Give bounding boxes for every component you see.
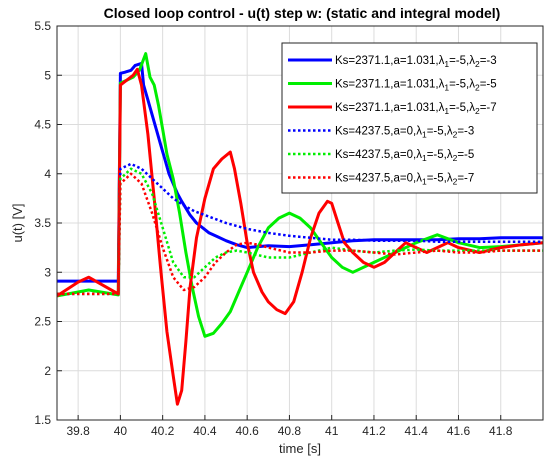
x-tick-label-3: 40.4 (193, 424, 217, 438)
legend: Ks=2371.1,a=1.031,λ1=-5,λ2=-3Ks=2371.1,a… (281, 42, 538, 194)
series-line-3 (57, 162, 543, 296)
x-tick-label-0: 39.8 (66, 424, 90, 438)
y-tick-label-7: 5 (44, 68, 51, 82)
series-line-5 (57, 172, 543, 296)
legend-label-part: =-5,λ (427, 173, 453, 185)
y-axis: 1.5 2 2.5 3 3.5 4 4.5 5 5.5 (34, 19, 62, 427)
legend-label-part: Ks=4237.5,a=0,λ (335, 126, 422, 138)
legend-label-3: Ks=4237.5,a=0,λ1=-5,λ2=-3 (335, 126, 474, 140)
y-axis-label: u(t) [V] (10, 203, 25, 242)
x-tick-label-6: 41 (325, 424, 339, 438)
y-tick-label-2: 2.5 (34, 315, 51, 329)
legend-label-part: Ks=4237.5,a=0,λ (335, 149, 422, 161)
legend-label-part: 2 (475, 83, 480, 93)
legend-label-part: 2 (475, 106, 480, 116)
legend-label-5: Ks=4237.5,a=0,λ1=-5,λ2=-7 (335, 173, 474, 187)
legend-label-part: 1 (422, 177, 427, 187)
x-tick-label-9: 41.6 (447, 424, 471, 438)
legend-label-part: Ks=2371.1,a=1.031,λ (335, 102, 445, 114)
legend-label-part: 1 (444, 83, 449, 93)
legend-label-part: 1 (444, 106, 449, 116)
x-axis: 39.8 40 40.2 40.4 40.6 40.8 41 41.2 41.4 41.6 41.8 (66, 415, 513, 438)
legend-label-part: 2 (475, 59, 480, 69)
legend-label-part: 2 (453, 177, 458, 187)
x-tick-label-1: 40 (114, 424, 128, 438)
legend-label-part: 2 (453, 130, 458, 140)
legend-label-0: Ks=2371.1,a=1.031,λ1=-5,λ2=-3 (335, 55, 497, 69)
legend-label-4: Ks=4237.5,a=0,λ1=-5,λ2=-5 (335, 149, 474, 163)
y-tick-label-4: 3.5 (34, 216, 51, 230)
legend-label-part: 1 (422, 130, 427, 140)
x-axis-label: time [s] (279, 441, 321, 456)
legend-label-part: 1 (444, 59, 449, 69)
chart-title: Closed loop control - u(t) step w: (stat… (104, 5, 501, 21)
legend-box (281, 42, 538, 194)
legend-label-part: Ks=4237.5,a=0,λ (335, 173, 422, 185)
x-tick-label-8: 41.4 (405, 424, 429, 438)
y-tick-label-3: 3 (44, 265, 51, 279)
x-tick-label-7: 41.2 (362, 424, 386, 438)
legend-label-part: =-7 (480, 102, 497, 114)
y-tick-label-5: 4 (44, 167, 51, 181)
legend-label-part: 2 (453, 153, 458, 163)
legend-label-part: =-3 (480, 55, 497, 67)
legend-label-2: Ks=2371.1,a=1.031,λ1=-5,λ2=-7 (335, 102, 497, 116)
legend-label-part: =-5,λ (449, 55, 475, 67)
x-tick-label-2: 40.2 (151, 424, 175, 438)
legend-label-part: =-5,λ (449, 79, 475, 91)
series-line-2 (57, 67, 543, 406)
x-tick-label-10: 41.8 (489, 424, 513, 438)
x-tick-label-5: 40.8 (278, 424, 302, 438)
series-layer (57, 52, 543, 406)
legend-label-1: Ks=2371.1,a=1.031,λ1=-5,λ2=-5 (335, 79, 497, 93)
y-tick-label-6: 4.5 (34, 118, 51, 132)
legend-label-part: =-5 (457, 149, 474, 161)
x-tick-label-4: 40.6 (235, 424, 259, 438)
legend-label-part: =-5 (480, 79, 497, 91)
legend-label-part: =-5,λ (427, 149, 453, 161)
legend-label-part: =-5,λ (427, 126, 453, 138)
legend-label-part: =-5,λ (449, 102, 475, 114)
legend-label-part: Ks=2371.1,a=1.031,λ (335, 55, 445, 67)
legend-label-part: =-7 (457, 173, 474, 185)
y-tick-label-8: 5.5 (34, 19, 51, 33)
legend-label-part: Ks=2371.1,a=1.031,λ (335, 79, 445, 91)
y-tick-label-1: 2 (44, 364, 51, 378)
legend-label-part: 1 (422, 153, 427, 163)
legend-label-part: =-3 (457, 126, 474, 138)
y-tick-label-0: 1.5 (34, 413, 51, 427)
